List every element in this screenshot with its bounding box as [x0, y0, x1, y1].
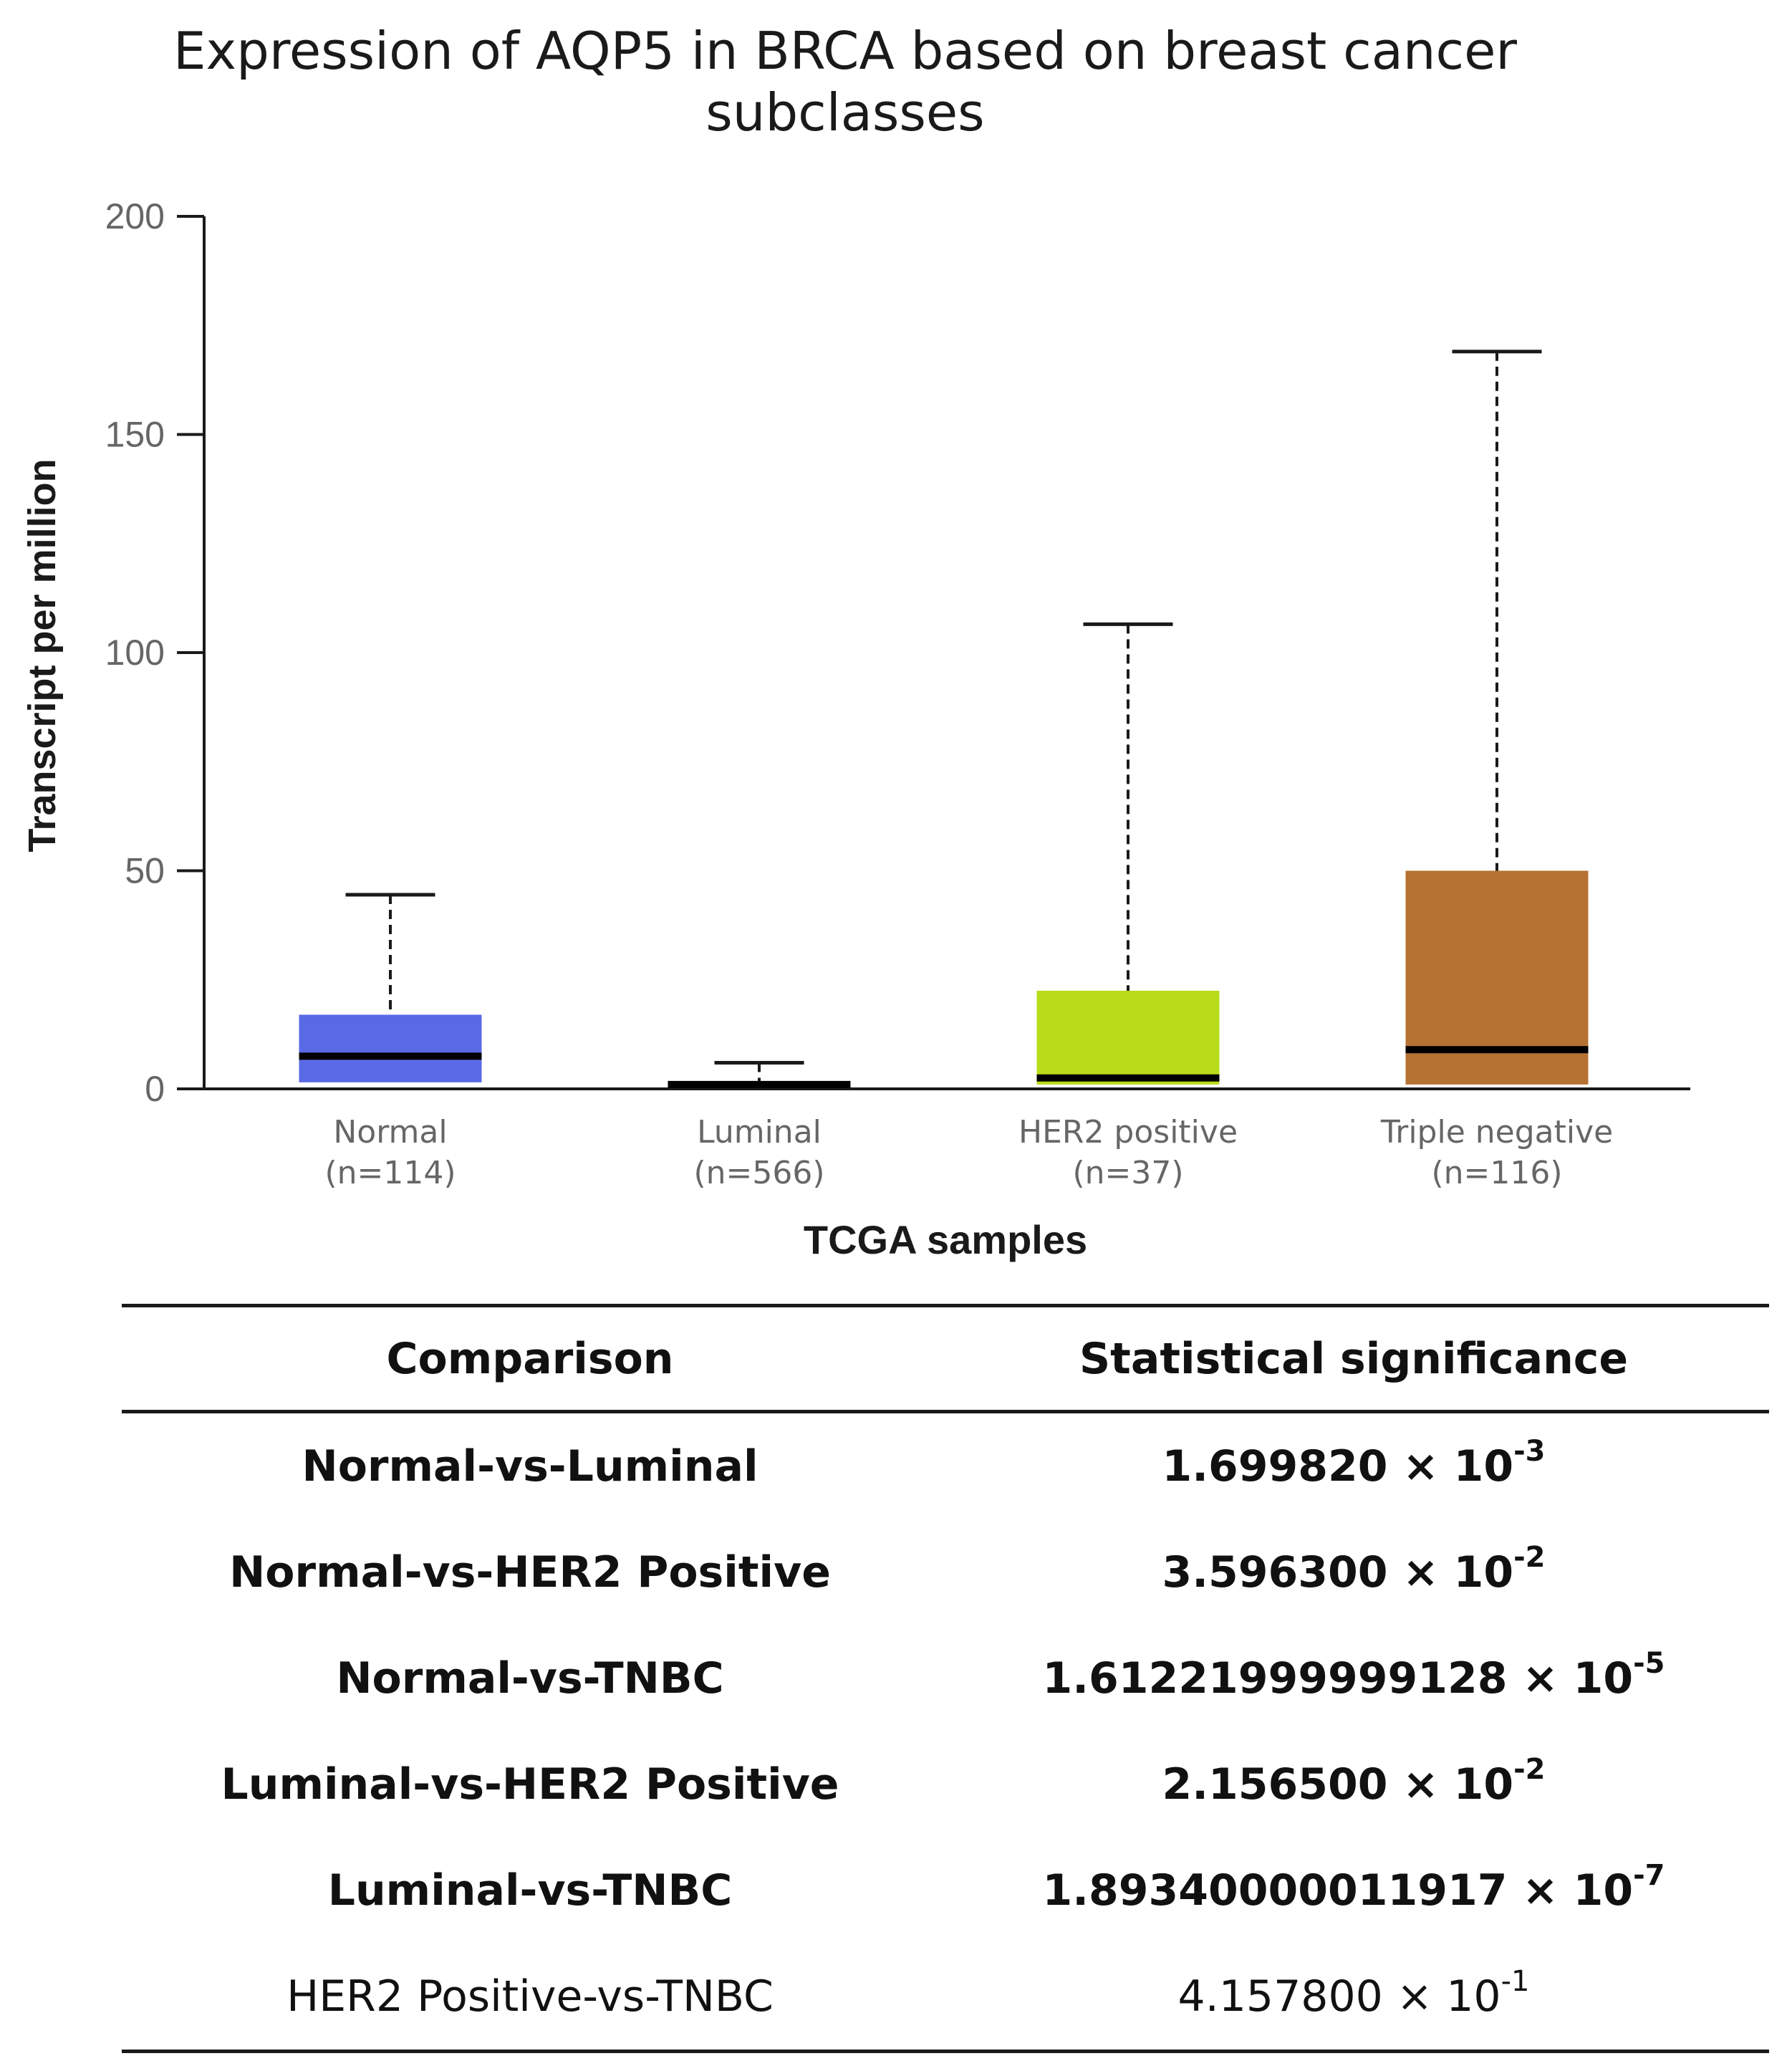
table-row: Luminal-vs-HER2 Positive 2.156500 × 10-2: [122, 1731, 1769, 1837]
category-label: Normal: [333, 1114, 447, 1150]
significance-table: Comparison Statistical significance Norm…: [122, 1304, 1769, 2053]
boxplot-chart: 0 50 100 150 200 Transcript per million TCGA s…: [21, 196, 1690, 1262]
box-luminal: [668, 1060, 851, 1088]
labels: Normal (n=114) Luminal (n=566) HER2 positive…: [324, 1114, 1613, 1191]
table-row: Normal-vs-HER2 Positive 3.596300 × 10-2: [122, 1519, 1769, 1625]
y-tick-label: 100: [105, 633, 165, 673]
y-axis-title: Transcript per million: [21, 458, 64, 852]
significance-mantissa: 1.699820 × 10: [1162, 1441, 1514, 1491]
category-label: Triple negative: [1380, 1114, 1613, 1150]
significance-mantissa: 1.89340000011917 × 10: [1042, 1865, 1634, 1916]
comparison-cell: Normal-vs-HER2 Positive: [229, 1547, 831, 1597]
box-iqr: [299, 1014, 482, 1082]
header-significance: Statistical significance: [1079, 1333, 1629, 1384]
box-normal: [299, 893, 482, 1082]
category-count: (n=566): [693, 1155, 824, 1191]
box-her2-positive: [1036, 622, 1220, 1085]
table-row: HER2 Positive-vs-TNBC 4.157800 × 10-1: [122, 1944, 1769, 2052]
significance-exponent: -3: [1513, 1435, 1546, 1468]
chart-title-line-2: subclasses: [705, 82, 985, 143]
chart-title-line-1: Expression of AQP5 in BRCA based on brea…: [173, 21, 1517, 81]
significance-cell: 1.61221999999128 × 10-5: [938, 1625, 1769, 1731]
category-count: (n=37): [1072, 1155, 1183, 1191]
significance-exponent: -2: [1513, 1753, 1546, 1786]
y-tick-label: 150: [105, 415, 165, 455]
significance-mantissa: 4.157800 × 10: [1177, 1971, 1501, 2022]
box-triple-negative: [1405, 350, 1589, 1085]
x-axis-title: TCGA samples: [804, 1217, 1087, 1262]
table-header-row: Comparison Statistical significance: [122, 1305, 1769, 1412]
significance-cell: 1.699820 × 10-3: [938, 1412, 1769, 1520]
significance-cell: 4.157800 × 10-1: [938, 1944, 1769, 2052]
comparison-cell: HER2 Positive-vs-TNBC: [286, 1971, 774, 2022]
box-iqr: [1036, 990, 1220, 1085]
category-count: (n=116): [1431, 1155, 1562, 1191]
category-label: Luminal: [697, 1114, 822, 1150]
y-tick-label: 50: [125, 851, 165, 891]
comparison-cell: Luminal-vs-TNBC: [327, 1865, 733, 1916]
significance-exponent: -2: [1513, 1541, 1546, 1574]
table-row: Luminal-vs-TNBC 1.89340000011917 × 10-7: [122, 1837, 1769, 1944]
significance-cell: 1.89340000011917 × 10-7: [938, 1837, 1769, 1944]
significance-mantissa: 3.596300 × 10: [1162, 1547, 1514, 1597]
significance-mantissa: 1.61221999999128 × 10: [1042, 1653, 1634, 1704]
significance-cell: 3.596300 × 10-2: [938, 1519, 1769, 1625]
chart-title: Expression of AQP5 in BRCA based on brea…: [0, 20, 1690, 143]
category-label: HER2 positive: [1018, 1114, 1238, 1150]
comparison-cell: Normal-vs-Luminal: [302, 1441, 758, 1491]
significance-exponent: -7: [1633, 1859, 1665, 1892]
y-tick-label: 200: [105, 196, 165, 236]
category-count: (n=114): [324, 1155, 456, 1191]
header-comparison: Comparison: [386, 1333, 674, 1384]
table-body: Normal-vs-Luminal 1.699820 × 10-3 Normal-v…: [122, 1412, 1769, 2052]
comparison-cell: Normal-vs-TNBC: [336, 1653, 724, 1704]
significance-exponent: -5: [1633, 1647, 1665, 1680]
significance-mantissa: 2.156500 × 10: [1162, 1759, 1514, 1810]
table-row: Normal-vs-TNBC 1.61221999999128 × 10-5: [122, 1625, 1769, 1731]
axes: 0 50 100 150 200 Transcript per million TCGA s…: [21, 196, 1690, 1262]
table-row: Normal-vs-Luminal 1.699820 × 10-3: [122, 1412, 1769, 1520]
comparison-cell: Luminal-vs-HER2 Positive: [221, 1759, 839, 1810]
significance-exponent: -1: [1500, 1965, 1530, 1998]
significance-cell: 2.156500 × 10-2: [938, 1731, 1769, 1837]
boxes: [299, 350, 1589, 1088]
y-tick-label: 0: [145, 1069, 165, 1109]
